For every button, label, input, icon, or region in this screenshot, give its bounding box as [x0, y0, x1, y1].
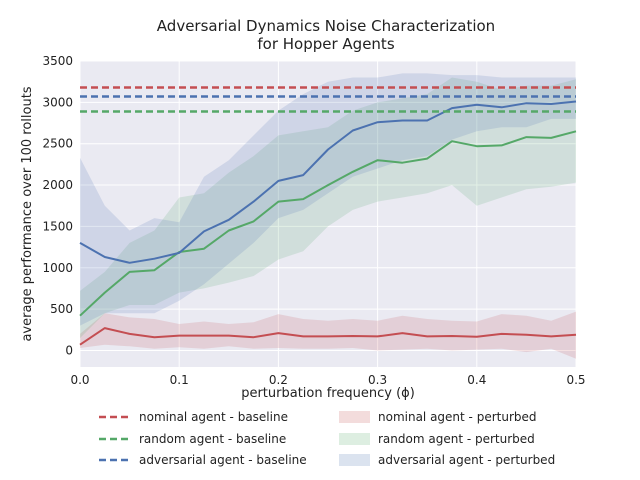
nominal-agent-perturbed-band [80, 311, 576, 359]
x-tick-labels: 0.0 0.1 0.2 0.3 0.4 0.5 [70, 373, 585, 387]
y-tick-label: 3000 [42, 95, 73, 109]
legend-swatch-nominal-agent-perturbed [339, 411, 370, 423]
series-lines [79, 100, 577, 346]
y-tick-label: 0 [65, 343, 73, 357]
y-tick-label: 1500 [42, 219, 73, 233]
x-tick-label: 0.4 [467, 373, 486, 387]
baseline-lines [80, 86, 576, 113]
y-axis-label: average performance over 100 rollouts [20, 86, 35, 341]
legend-label-nominal-agent-perturbed: nominal agent - perturbed [378, 410, 537, 424]
legend: nominal agent - baseline random agent - b… [99, 410, 555, 467]
chart-title-line-1: Adversarial Dynamics Noise Characterizat… [157, 17, 495, 35]
legend-swatch-adversarial-agent-perturbed [339, 454, 370, 466]
adversarial-agent-perturbed-line [79, 100, 577, 264]
legend-label-adversarial-agent-perturbed: adversarial agent - perturbed [378, 453, 555, 467]
chart-title-line-2: for Hopper Agents [257, 35, 394, 53]
x-tick-label: 0.2 [269, 373, 288, 387]
legend-label-random-agent-baseline: random agent - baseline [139, 432, 286, 446]
x-tick-label: 0.0 [70, 373, 89, 387]
random-agent-perturbed-band [80, 77, 576, 339]
adversarial-agent-perturbed-band [80, 73, 576, 326]
y-tick-label: 3500 [42, 54, 73, 68]
legend-label-random-agent-perturbed: random agent - perturbed [378, 432, 535, 446]
confidence-bands [80, 73, 576, 359]
x-tick-label: 0.3 [368, 373, 387, 387]
x-tick-label: 0.5 [566, 373, 585, 387]
legend-swatch-random-agent-perturbed [339, 433, 370, 445]
y-tick-label: 2000 [42, 178, 73, 192]
y-tick-label: 500 [50, 302, 73, 316]
random-agent-perturbed-line [79, 130, 577, 317]
y-tick-labels: 0 500 1000 1500 2000 2500 3000 3500 [42, 54, 73, 357]
x-tick-label: 0.1 [170, 373, 189, 387]
x-axis-label: perturbation frequency (ϕ) [241, 386, 415, 401]
y-tick-label: 2500 [42, 137, 73, 151]
legend-label-adversarial-agent-baseline: adversarial agent - baseline [139, 453, 307, 467]
legend-label-nominal-agent-baseline: nominal agent - baseline [139, 410, 288, 424]
y-tick-label: 1000 [42, 261, 73, 275]
nominal-agent-perturbed-line [79, 327, 577, 346]
